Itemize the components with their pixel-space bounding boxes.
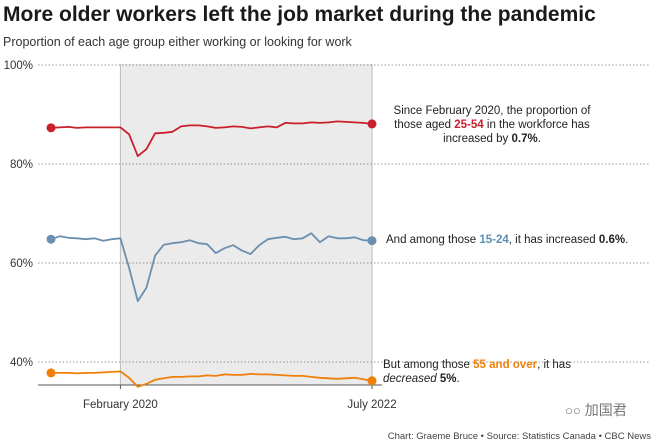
y-tick-label: 60% <box>10 258 33 270</box>
wechat-icon: ○○ <box>565 403 581 418</box>
x-tick-label: February 2020 <box>83 399 158 411</box>
annotation-text: . <box>456 373 460 385</box>
pandemic-shaded-region <box>120 64 373 385</box>
annotation-55-and-over: But among those 55 and over, it has decr… <box>383 358 603 386</box>
y-tick-label: 80% <box>10 159 33 171</box>
watermark: ○○ 加国君 <box>565 400 627 420</box>
annotation-value: 5% <box>436 373 457 385</box>
chart-subtitle: Proportion of each age group either work… <box>3 35 352 49</box>
start-point-25-54 <box>46 123 56 133</box>
annotation-text: And among those <box>386 234 480 246</box>
annotation-25-54: Since February 2020, the proportion of t… <box>386 104 598 146</box>
end-point-25-54 <box>367 119 377 129</box>
annotation-15-24: And among those 15-24, it has increased … <box>386 233 656 247</box>
x-tick-label: July 2022 <box>347 399 396 411</box>
series-line-15-24 <box>50 232 373 302</box>
annotation-text: , it has increased <box>508 234 599 246</box>
annotation-value: 0.7% <box>511 133 538 145</box>
end-point-55-and-over <box>367 376 377 386</box>
start-point-15-24 <box>46 234 56 244</box>
y-tick-label: 40% <box>10 357 33 369</box>
annotation-highlight-15-24: 15-24 <box>479 234 509 246</box>
chart-credit: Chart: Graeme Bruce • Source: Statistics… <box>387 431 651 442</box>
series-line-55-and-over <box>51 370 373 388</box>
annotation-highlight-55-and-over: 55 and over <box>473 359 538 371</box>
annotation-text: . <box>625 234 629 246</box>
annotation-text: . <box>537 133 541 145</box>
start-point-55-and-over <box>46 368 56 378</box>
annotation-text: But among those <box>383 359 474 371</box>
y-tick-label: 100% <box>4 60 33 72</box>
end-point-15-24 <box>367 236 377 246</box>
watermark-text: 加国君 <box>584 402 627 418</box>
annotation-text: Since February 2020, the proportion of t… <box>393 105 591 131</box>
annotation-value: 0.6% <box>598 234 626 246</box>
annotation-text: in the workforce has increased by <box>443 119 590 145</box>
chart-title: More older workers left the job market d… <box>3 3 596 26</box>
annotation-text: , it has <box>537 359 571 371</box>
series-line-25-54 <box>50 120 373 157</box>
annotation-emphasis: decreased <box>383 373 437 385</box>
annotation-highlight-25-54: 25-54 <box>454 119 484 131</box>
